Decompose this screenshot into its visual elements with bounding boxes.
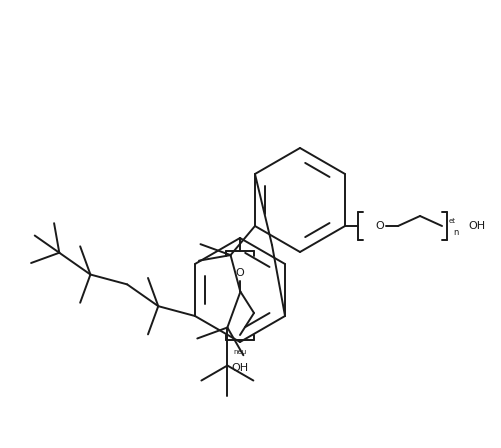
Text: neu: neu [233,349,246,355]
Text: OH: OH [468,221,485,231]
Text: O: O [235,268,244,278]
Text: OH: OH [231,363,248,373]
Text: n: n [453,228,459,237]
Text: et: et [448,218,455,224]
Text: O: O [376,221,384,231]
